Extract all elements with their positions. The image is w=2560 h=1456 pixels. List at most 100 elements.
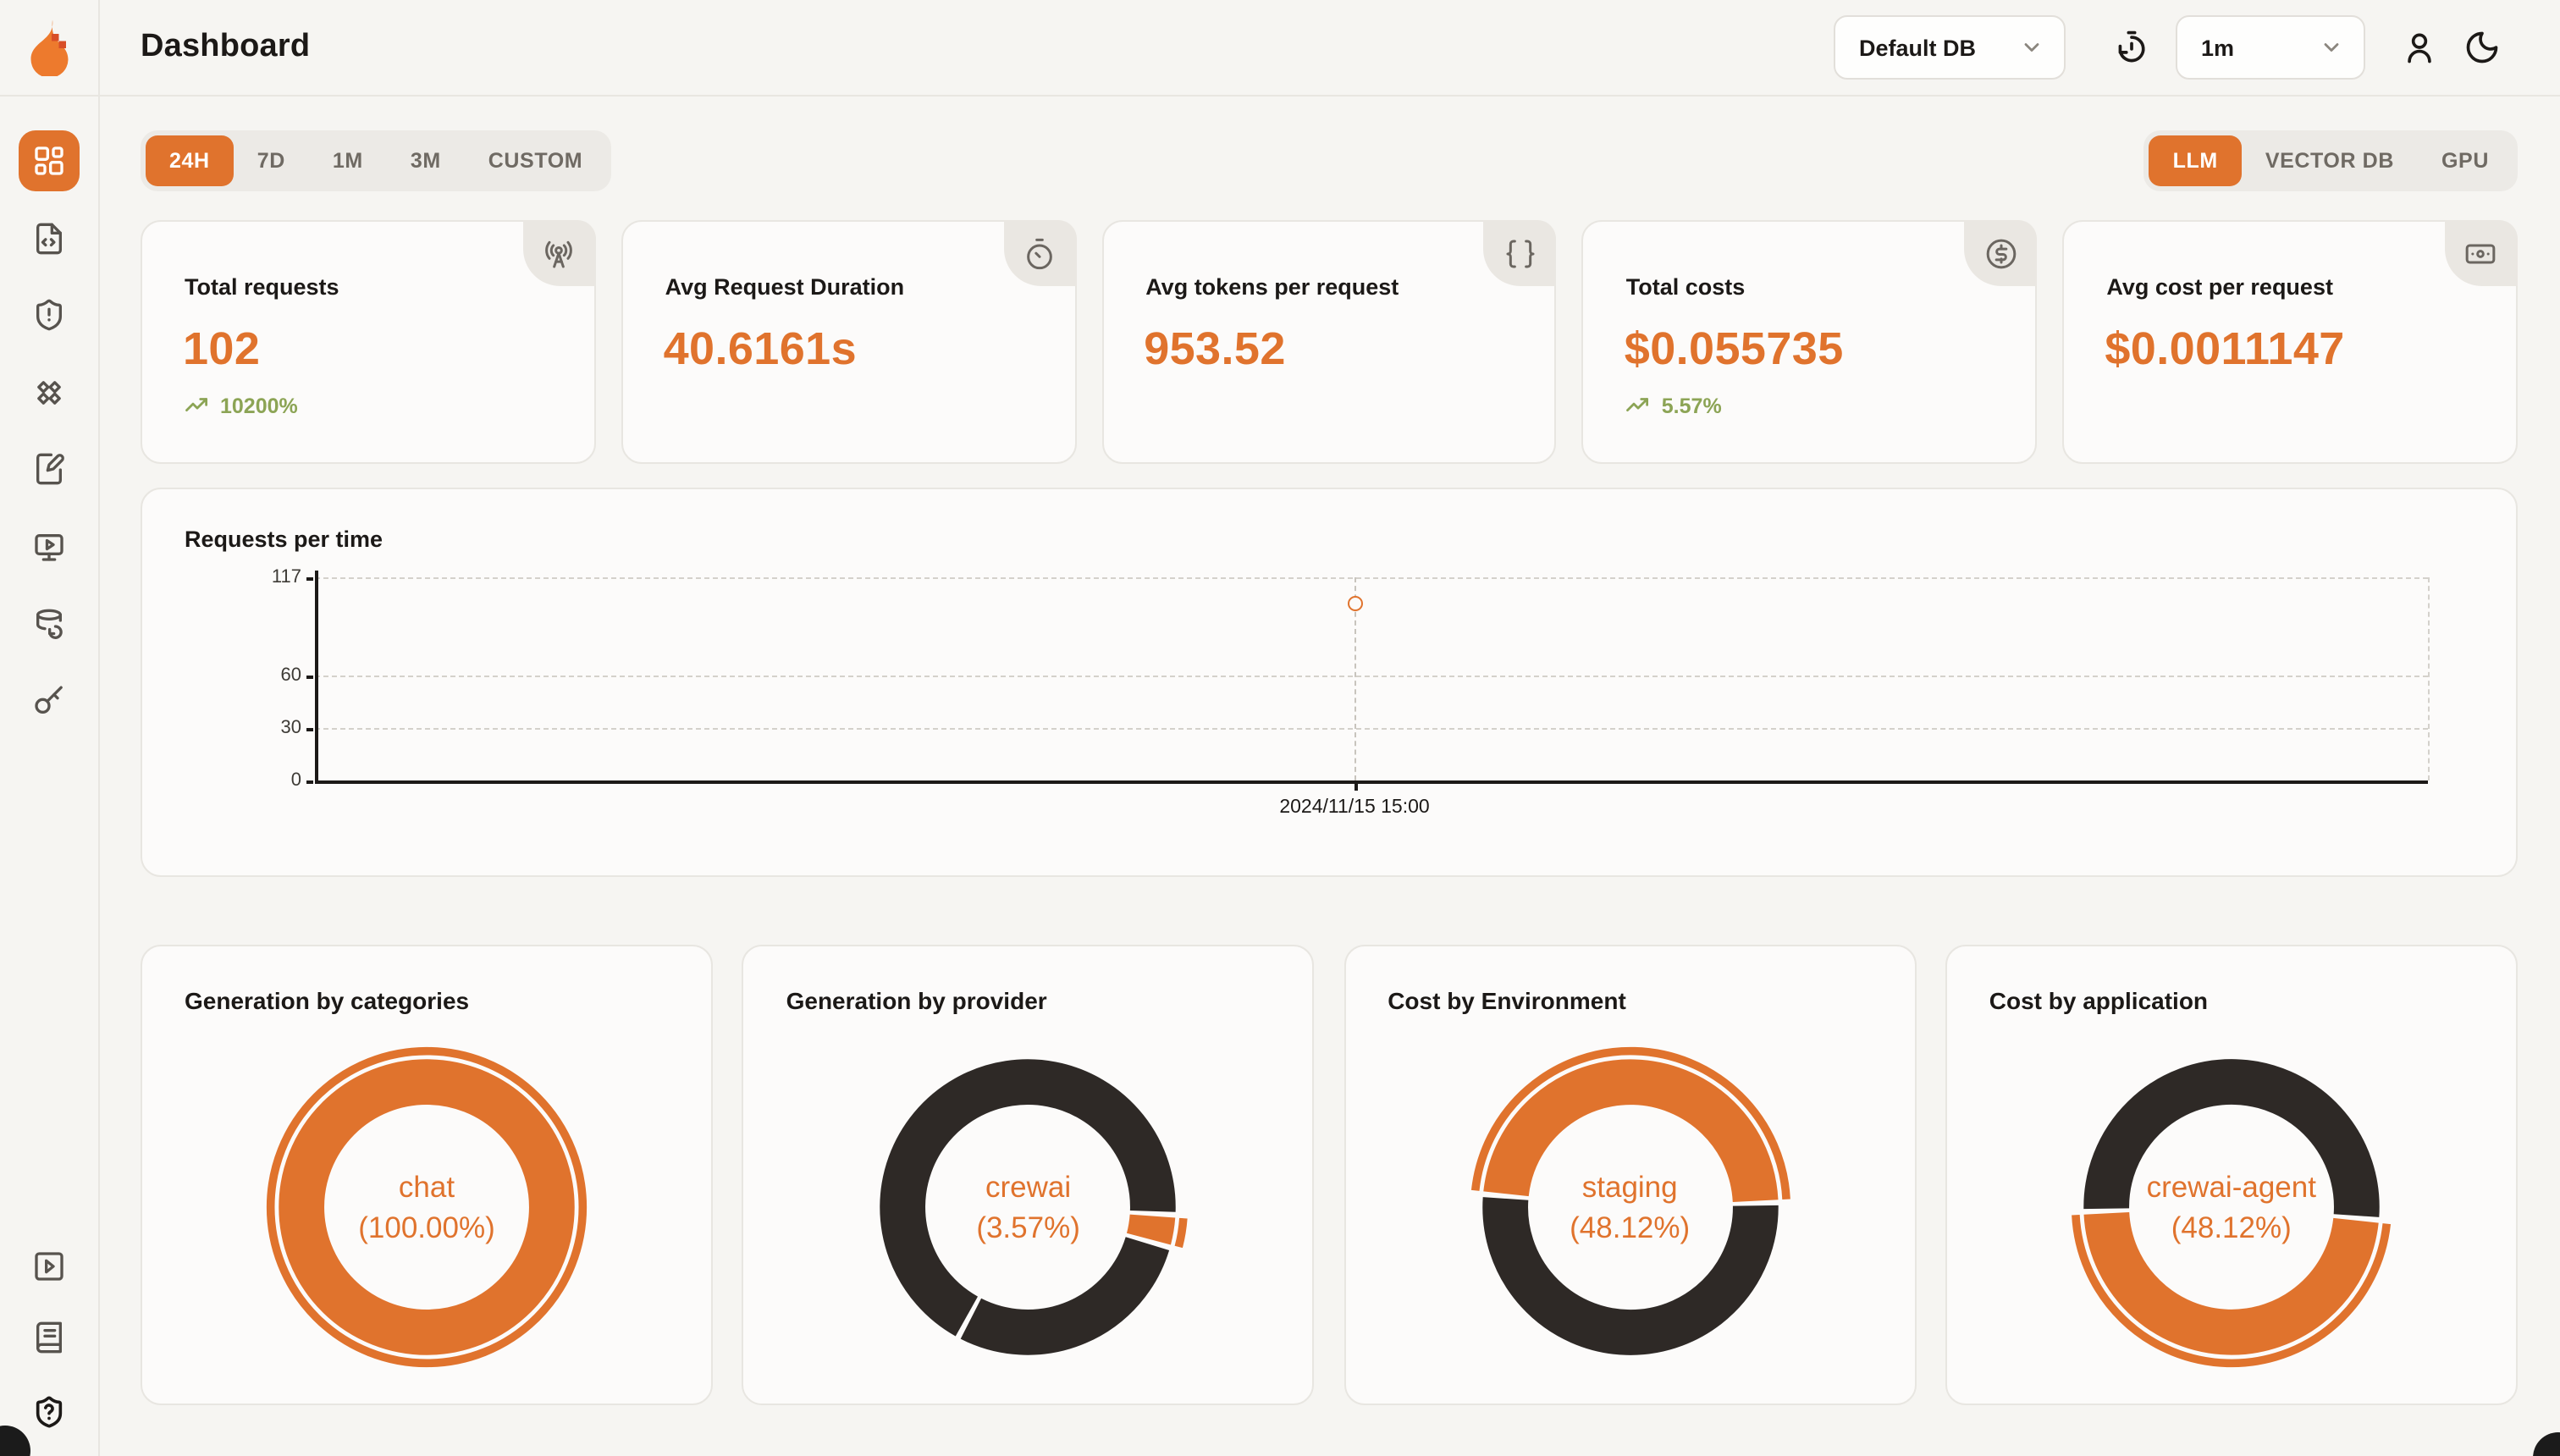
tab-7d[interactable]: 7D: [257, 149, 285, 173]
donut-card-application: Cost by application crewai-agent (48.12%…: [1945, 945, 2518, 1405]
stat-icon-badge: [2444, 220, 2518, 286]
stat-value: 102: [183, 323, 261, 374]
stat-trend: 10200%: [185, 393, 298, 418]
time-range-tabs: 24H 7D 1M 3M CUSTOM: [141, 130, 612, 191]
donut-segment-other: [2083, 1059, 2380, 1217]
app-logo-flame-icon[interactable]: [24, 19, 74, 76]
stat-trend-value: 5.57%: [1661, 394, 1722, 417]
diamonds-grid-icon: [37, 381, 61, 405]
stat-icon-badge: [1964, 220, 2038, 286]
trending-up-icon: [1626, 398, 1649, 411]
tab-24h[interactable]: 24H: [146, 135, 234, 186]
sidebar-divider: [98, 0, 100, 1456]
donut-title: Generation by provider: [786, 987, 1047, 1014]
tab-3m[interactable]: 3M: [410, 149, 441, 173]
requests-chart-plot: 0 30 60 117 2024/11/15 15:00: [142, 489, 2516, 875]
y-axis-tick: [306, 577, 313, 580]
stat-label: Avg cost per request: [2106, 274, 2333, 300]
gridline: [315, 676, 2428, 678]
donut-highlight-ring: [2071, 1214, 2391, 1368]
y-axis-tick-label: 60: [280, 665, 302, 687]
sidebar-item-requests[interactable]: [19, 208, 80, 269]
stat-card-total-costs: Total costs $0.055735 5.57%: [1581, 220, 2038, 464]
stat-value: $0.0011147: [2105, 323, 2345, 374]
banknote-icon: [2466, 243, 2497, 263]
book-icon: [36, 1321, 63, 1354]
donut-segment-other: [961, 1236, 1170, 1355]
stat-value: $0.055735: [1624, 323, 1844, 374]
database-backup-icon: [36, 609, 63, 639]
page-title: Dashboard: [141, 29, 311, 64]
sidebar-item-evaluations[interactable]: [19, 438, 80, 499]
resource-tabs: LLM VECTOR DB GPU: [2143, 130, 2518, 191]
sidebar-item-getting-started[interactable]: [19, 1236, 80, 1297]
theme-toggle-moon-icon[interactable]: [2463, 29, 2501, 66]
square-play-icon: [35, 1252, 63, 1281]
donut-chart: chat (100.00%): [264, 1045, 589, 1370]
chevron-down-icon: [2324, 43, 2339, 52]
header-divider: [0, 95, 2560, 97]
stat-label: Total requests: [185, 274, 339, 300]
tab-1m[interactable]: 1M: [332, 149, 363, 173]
interval-select[interactable]: 1m: [2176, 15, 2365, 80]
stat-label: Total costs: [1625, 274, 1746, 300]
stat-card-avg-tokens: Avg tokens per request 953.52: [1101, 220, 1557, 464]
y-axis-tick-label: 30: [280, 718, 302, 739]
monitor-play-icon: [35, 534, 63, 561]
stat-card-avg-duration: Avg Request Duration 40.6161s: [621, 220, 1077, 464]
stat-icon-badge: [1483, 220, 1557, 286]
tab-custom[interactable]: CUSTOM: [488, 149, 583, 173]
db-select[interactable]: Default DB: [1834, 15, 2066, 80]
x-axis-label: 2024/11/15 15:00: [1279, 797, 1430, 818]
donut-title: Generation by categories: [185, 987, 470, 1014]
sidebar-item-docs[interactable]: [19, 1307, 80, 1368]
donut-segment-other: [1481, 1197, 1778, 1355]
donut-segment-chat: [279, 1059, 575, 1355]
sidebar-item-playground[interactable]: [19, 516, 80, 577]
refresh-timer-icon[interactable]: [2113, 29, 2150, 66]
stat-icon-badge: [522, 220, 596, 286]
stat-label: Avg Request Duration: [665, 274, 905, 300]
stat-trend-value: 10200%: [220, 394, 298, 417]
y-axis-tick: [306, 676, 313, 679]
layout-dashboard-icon: [35, 146, 63, 175]
y-axis-tick-label: 117: [271, 567, 301, 587]
tab-vector-db[interactable]: VECTOR DB: [2265, 149, 2394, 173]
stat-card-total-requests: Total requests 102 10200%: [141, 220, 596, 464]
x-axis-tick: [1354, 783, 1358, 790]
gridline: [315, 728, 2428, 731]
sidebar-item-support[interactable]: [19, 1382, 80, 1442]
donut-chart: crewai-agent (48.12%): [2069, 1045, 2394, 1370]
tab-gpu[interactable]: GPU: [2441, 149, 2489, 173]
shield-alert-icon: [36, 299, 63, 331]
donut-card-categories: Generation by categories chat (100.00%): [141, 945, 713, 1405]
requests-chart-card: Requests per time 0 30 60 117 2024/11/15 15:…: [141, 488, 2518, 877]
hover-guide-line: [1354, 577, 1357, 780]
key-icon: [35, 686, 63, 714]
y-axis-tick: [306, 728, 313, 731]
donut-card-environment: Cost by Environment staging (48.12%): [1343, 945, 1917, 1405]
x-axis: [315, 780, 2428, 783]
sidebar-item-datasets[interactable]: [19, 594, 80, 655]
shield-question-icon: [36, 1396, 63, 1428]
sidebar-item-api-keys[interactable]: [19, 670, 80, 731]
sidebar-item-exceptions[interactable]: [19, 284, 80, 345]
gridline: [315, 577, 2428, 579]
stat-card-avg-cost: Avg cost per request $0.0011147: [2062, 220, 2518, 464]
user-icon[interactable]: [2401, 29, 2438, 66]
donut-segment-staging: [1482, 1059, 1778, 1203]
y-axis-tick: [306, 780, 313, 783]
dev-overlay-badge[interactable]: [2533, 1432, 2560, 1456]
donut-highlight-ring: [1470, 1046, 1790, 1200]
tab-llm[interactable]: LLM: [2149, 135, 2242, 186]
stat-value: 953.52: [1144, 323, 1286, 374]
sidebar-item-dashboard[interactable]: [19, 130, 80, 191]
stat-label: Avg tokens per request: [1145, 274, 1399, 300]
braces-icon: [1506, 239, 1535, 267]
donut-chart: staging (48.12%): [1467, 1045, 1792, 1370]
sidebar-item-models[interactable]: [19, 362, 80, 423]
data-point: [1347, 595, 1363, 611]
chart-title: Requests per time: [185, 527, 383, 552]
donut-segment-crewai-agent: [2083, 1211, 2379, 1355]
donut-title: Cost by application: [1989, 987, 2209, 1014]
